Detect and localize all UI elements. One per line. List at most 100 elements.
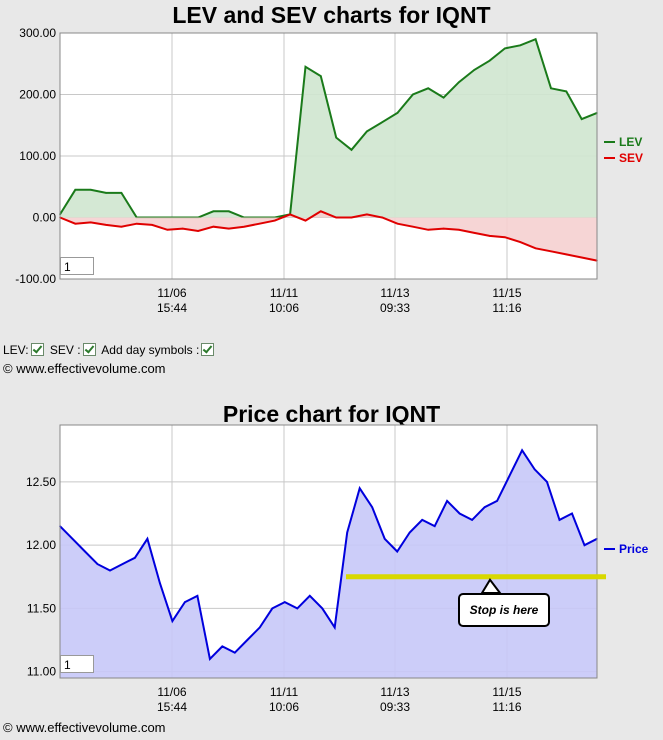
x-tick-date: 11/13 bbox=[380, 685, 409, 699]
lev-zoom-input[interactable]: 1 bbox=[60, 257, 94, 275]
data-point-sev bbox=[74, 222, 77, 225]
sev-toggle-label: SEV : bbox=[49, 343, 81, 357]
data-point-lev bbox=[442, 96, 445, 99]
data-point-lev bbox=[488, 59, 491, 62]
data-point-lev bbox=[366, 130, 368, 133]
lev-toggle-label: LEV: bbox=[3, 343, 29, 357]
data-point-lev bbox=[227, 210, 230, 213]
data-point-sev bbox=[89, 221, 92, 224]
data-point-sev bbox=[580, 256, 583, 259]
data-point-sev bbox=[274, 219, 276, 222]
data-point-sev bbox=[550, 250, 552, 253]
day-symbols-checkbox[interactable] bbox=[201, 343, 215, 356]
data-point-price bbox=[209, 658, 211, 660]
data-point-sev bbox=[473, 232, 476, 234]
y-tick-label: 12.00 bbox=[26, 538, 56, 552]
stop-callout: Stop is here bbox=[458, 593, 550, 627]
data-point-sev bbox=[227, 227, 230, 230]
x-tick-date: 11/11 bbox=[270, 685, 299, 699]
data-point-sev bbox=[458, 229, 460, 231]
price-chart-title: Price chart for IQNT bbox=[222, 401, 441, 427]
data-point-sev bbox=[565, 253, 568, 256]
data-point-lev bbox=[335, 136, 337, 139]
y-tick-label: 0.00 bbox=[33, 211, 57, 225]
x-tick-time: 10:06 bbox=[269, 301, 299, 315]
data-point-price bbox=[308, 594, 311, 597]
data-point-lev bbox=[320, 75, 322, 77]
data-point-price bbox=[383, 538, 386, 540]
data-point-lev bbox=[550, 87, 552, 90]
y-tick-label: 100.00 bbox=[19, 149, 56, 163]
data-point-price bbox=[259, 626, 261, 629]
data-point-price bbox=[271, 607, 274, 610]
data-point-lev bbox=[105, 192, 107, 194]
data-point-lev bbox=[304, 66, 307, 68]
data-point-sev bbox=[304, 219, 307, 222]
data-point-lev bbox=[519, 44, 522, 47]
y-tick-label: -100.00 bbox=[15, 272, 56, 286]
data-point-price bbox=[433, 525, 436, 527]
data-point-price bbox=[583, 544, 586, 546]
legend-label-lev: LEV bbox=[619, 135, 642, 149]
data-point-price bbox=[546, 481, 548, 483]
x-tick-date: 11/06 bbox=[157, 685, 186, 699]
series-line-sev bbox=[59, 210, 598, 262]
data-point-price bbox=[84, 550, 86, 553]
plot-border bbox=[59, 32, 598, 280]
chart-controls: LEV: SEV : Add day symbols : bbox=[3, 343, 217, 357]
y-tick-label: 200.00 bbox=[19, 88, 56, 102]
data-point-lev bbox=[120, 192, 123, 194]
data-point-sev bbox=[381, 216, 384, 219]
data-point-price bbox=[296, 607, 299, 610]
x-tick-date: 11/06 bbox=[157, 286, 186, 300]
data-point-price bbox=[521, 449, 523, 452]
data-point-price bbox=[471, 519, 473, 521]
data-point-sev bbox=[166, 229, 169, 231]
price-zoom-input[interactable]: 1 bbox=[60, 655, 94, 673]
data-point-price bbox=[496, 500, 498, 502]
copyright-text: © www.effectivevolume.com bbox=[3, 361, 166, 376]
lev-checkbox[interactable] bbox=[30, 343, 44, 356]
data-point-sev bbox=[442, 227, 445, 230]
x-tick-date: 11/13 bbox=[380, 286, 409, 300]
day-symbols-label: Add day symbols : bbox=[101, 343, 200, 357]
data-point-lev bbox=[350, 149, 353, 151]
data-point-sev bbox=[504, 236, 506, 238]
data-point-price bbox=[346, 531, 349, 534]
data-point-price bbox=[571, 512, 573, 515]
data-point-lev bbox=[412, 93, 414, 96]
data-point-sev bbox=[181, 227, 184, 230]
data-point-sev bbox=[151, 224, 153, 226]
data-point-sev bbox=[135, 222, 138, 225]
data-point-price bbox=[246, 639, 249, 641]
data-point-price bbox=[396, 550, 398, 553]
data-point-lev bbox=[74, 189, 77, 191]
data-point-price bbox=[283, 601, 286, 603]
data-point-sev bbox=[396, 222, 399, 225]
data-point-price bbox=[358, 487, 361, 490]
lev-sev-chart-title: LEV and SEV charts for IQNT bbox=[172, 2, 491, 28]
series-area-lev bbox=[60, 39, 597, 218]
data-point-sev bbox=[320, 210, 322, 213]
series-line-price bbox=[59, 448, 598, 662]
data-point-sev bbox=[258, 222, 261, 225]
data-point-price bbox=[483, 506, 486, 509]
data-point-price bbox=[184, 601, 186, 603]
sev-checkbox[interactable] bbox=[82, 343, 96, 356]
x-tick-time: 15:44 bbox=[157, 700, 187, 714]
data-point-price bbox=[134, 557, 136, 559]
data-point-lev bbox=[504, 47, 506, 50]
data-point-price bbox=[171, 620, 174, 622]
data-point-sev bbox=[412, 225, 414, 228]
data-point-sev bbox=[289, 213, 291, 216]
data-point-price bbox=[421, 519, 423, 521]
data-point-price bbox=[71, 538, 74, 540]
x-tick-time: 09:33 bbox=[380, 700, 410, 714]
data-point-sev bbox=[120, 225, 123, 228]
data-point-sev bbox=[366, 213, 368, 216]
data-point-sev bbox=[212, 225, 215, 228]
data-point-sev bbox=[197, 230, 199, 232]
data-point-lev bbox=[396, 112, 399, 114]
data-point-price bbox=[321, 607, 324, 610]
data-point-price bbox=[533, 468, 536, 471]
